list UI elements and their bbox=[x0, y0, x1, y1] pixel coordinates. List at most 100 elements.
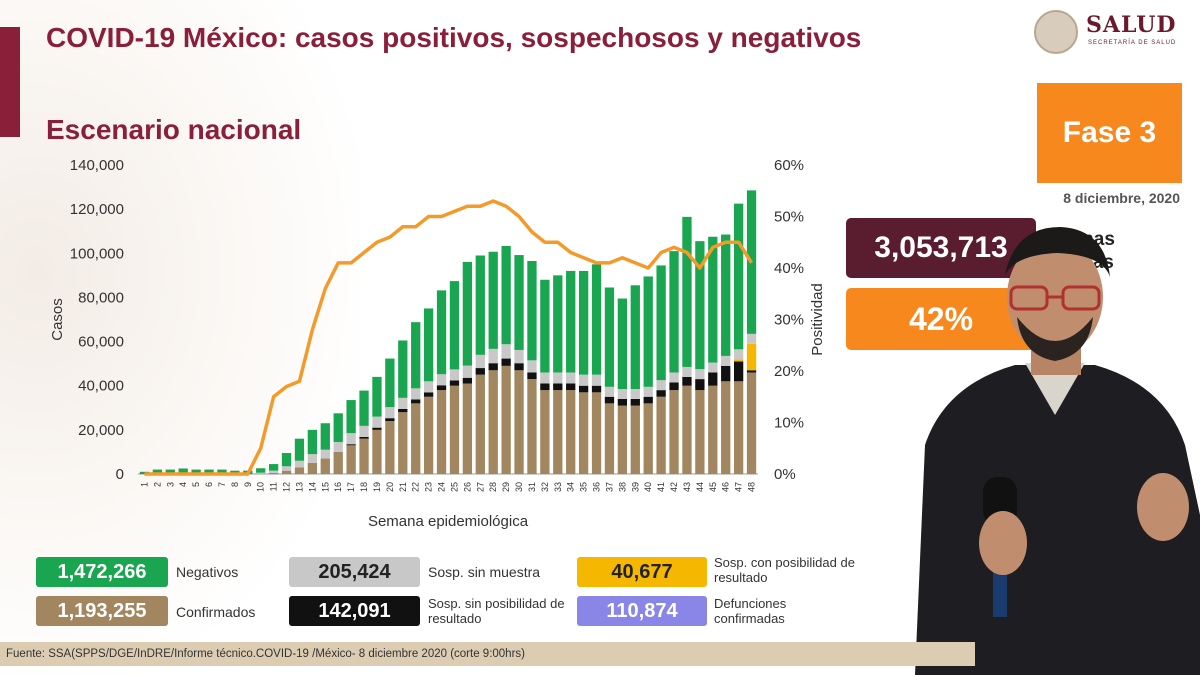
y-tick-label: 140,000 bbox=[70, 157, 124, 174]
bar-segment bbox=[385, 418, 395, 422]
bar-segment bbox=[540, 279, 550, 373]
salud-logo: SALUD SECRETARÍA DE SALUD bbox=[1034, 8, 1194, 56]
y-tick-label: 120,000 bbox=[70, 201, 124, 218]
bar-segment bbox=[398, 397, 408, 409]
bar-segment bbox=[449, 380, 460, 386]
bar-segment bbox=[462, 383, 473, 474]
y-tick-label: 60,000 bbox=[78, 334, 124, 351]
x-tick-label: 37 bbox=[604, 482, 614, 492]
bar-segment bbox=[165, 469, 175, 474]
bar-segment bbox=[359, 425, 369, 437]
x-tick-label: 32 bbox=[540, 482, 550, 492]
bar-segment bbox=[372, 376, 382, 417]
x-tick-label: 22 bbox=[411, 482, 421, 492]
bar-segment bbox=[423, 308, 434, 382]
x-tick-label: 12 bbox=[282, 482, 292, 492]
bar-segment bbox=[449, 281, 460, 370]
bar-segment bbox=[553, 383, 563, 391]
legend-negativos-value: 1,472,266 bbox=[36, 557, 168, 587]
bar-segment bbox=[423, 381, 434, 393]
bar-segment bbox=[682, 366, 692, 377]
bar-segment bbox=[294, 467, 305, 474]
bar-segment bbox=[591, 392, 602, 474]
bar-segment bbox=[423, 392, 434, 397]
bar-segment bbox=[733, 359, 744, 362]
bar-segment bbox=[669, 251, 679, 373]
bar-segment bbox=[669, 382, 679, 391]
y-tick-label: 20,000 bbox=[78, 422, 124, 439]
bar-segment bbox=[320, 449, 330, 459]
page-title: COVID-19 México: casos positivos, sospec… bbox=[46, 22, 862, 53]
x-tick-label: 38 bbox=[617, 482, 627, 492]
x-tick-label: 30 bbox=[514, 482, 524, 492]
bar-segment bbox=[423, 396, 434, 474]
bar-segment bbox=[268, 470, 279, 473]
x-tick-label: 18 bbox=[359, 482, 369, 492]
positivity-badge: 42% bbox=[846, 288, 1036, 350]
bar-segment bbox=[746, 333, 757, 344]
x-tick-label: 46 bbox=[721, 482, 731, 492]
x-tick-label: 15 bbox=[320, 482, 330, 492]
bar-segment bbox=[411, 388, 421, 400]
bar-segment bbox=[643, 396, 653, 404]
accent-bar bbox=[0, 27, 20, 137]
bar-segment bbox=[333, 413, 343, 442]
bar-segment bbox=[411, 403, 421, 474]
x-tick-label: 4 bbox=[178, 482, 188, 487]
y2-tick-label: 60% bbox=[774, 157, 804, 174]
bar-segment bbox=[746, 372, 757, 474]
x-tick-label: 42 bbox=[669, 482, 679, 492]
bar-segment bbox=[540, 390, 550, 474]
x-tick-label: 14 bbox=[307, 482, 317, 492]
bar-segment bbox=[604, 403, 615, 474]
x-tick-label: 40 bbox=[643, 482, 653, 492]
bar-segment bbox=[721, 365, 731, 382]
x-tick-label: 10 bbox=[256, 482, 266, 492]
x-tick-label: 43 bbox=[682, 482, 692, 492]
legend-confirmados-label: Confirmados bbox=[176, 604, 256, 620]
x-tick-label: 29 bbox=[501, 482, 511, 492]
bar-segment bbox=[630, 285, 640, 390]
bar-segment bbox=[372, 416, 382, 428]
bar-segment bbox=[346, 433, 356, 445]
bar-segment bbox=[501, 246, 511, 345]
bar-segment bbox=[527, 261, 537, 361]
x-tick-label: 27 bbox=[475, 482, 485, 492]
bar-segment bbox=[591, 374, 602, 386]
bar-segment bbox=[281, 466, 292, 471]
coat-of-arms-icon bbox=[1034, 10, 1078, 54]
bar-segment bbox=[708, 385, 718, 474]
x-tick-label: 7 bbox=[217, 482, 227, 487]
bar-segment bbox=[553, 372, 563, 384]
bar-segment bbox=[527, 379, 537, 474]
legend-sosp-sin-muestra-label: Sosp. sin muestra bbox=[428, 564, 541, 580]
bar-segment bbox=[385, 407, 395, 419]
bar-segment bbox=[294, 438, 305, 461]
bar-segment bbox=[733, 361, 744, 382]
legend-defunciones-value: 110,874 bbox=[577, 596, 707, 626]
bar-segment bbox=[152, 469, 163, 474]
bar-segment bbox=[333, 451, 343, 474]
legend-defunciones-label: Defunciones confirmadas bbox=[714, 596, 787, 626]
bar-segment bbox=[721, 381, 731, 474]
y2-tick-label: 40% bbox=[774, 260, 804, 277]
bar-segment bbox=[398, 340, 408, 398]
bar-segment bbox=[320, 458, 330, 474]
bar-segment bbox=[604, 287, 615, 387]
bar-segment bbox=[733, 381, 744, 474]
bar-segment bbox=[669, 372, 679, 383]
bar-segment bbox=[695, 241, 705, 370]
bar-segment bbox=[475, 368, 485, 375]
bar-segment bbox=[346, 445, 356, 474]
bar-segment bbox=[178, 468, 188, 474]
bar-segment bbox=[733, 203, 744, 350]
bar-segment bbox=[591, 385, 602, 393]
x-tick-label: 20 bbox=[385, 482, 395, 492]
bar-segment bbox=[462, 261, 473, 366]
bar-segment bbox=[643, 386, 653, 397]
bar-segment bbox=[643, 403, 653, 474]
bar-segment bbox=[449, 369, 460, 381]
phase-date: 8 diciembre, 2020 bbox=[1063, 190, 1180, 206]
legend-sosp-con-posibilidad-label: Sosp. con posibilidad de resultado bbox=[714, 555, 855, 585]
bar-segment bbox=[514, 349, 524, 364]
